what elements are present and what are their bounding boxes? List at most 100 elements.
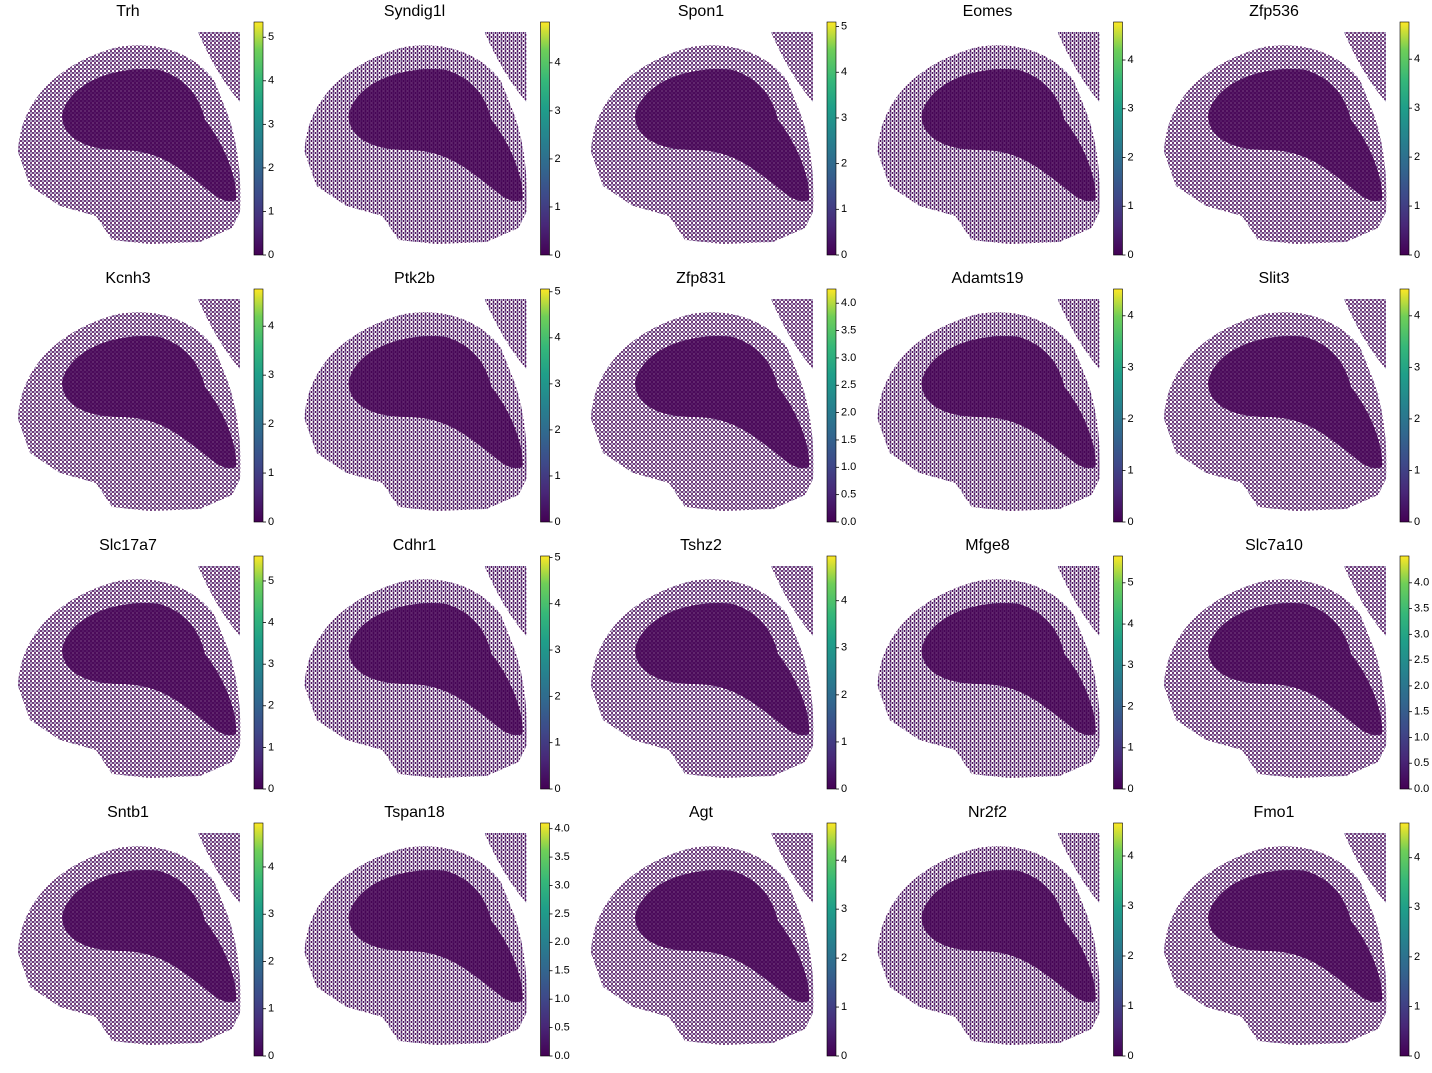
colorbar-tick-label: 2 — [1414, 413, 1420, 425]
colorbar-tick-label: 3.5 — [841, 324, 856, 336]
colorbar-tick-label: 2 — [1128, 151, 1134, 163]
colorbar-tick-label: 1.5 — [555, 965, 570, 977]
tissue-core — [635, 69, 810, 201]
colorbar-tick-label: 0 — [268, 1050, 274, 1062]
colorbar-tick-label: 3.5 — [1414, 602, 1429, 614]
colorbar-tick-label: 4 — [1128, 54, 1134, 66]
colorbar — [540, 822, 550, 1057]
tissue-corner — [1057, 299, 1100, 369]
colorbar-tick-label: 2 — [1128, 950, 1134, 962]
colorbar — [1113, 822, 1123, 1057]
panel-title: Slc17a7 — [99, 537, 157, 554]
colorbar-tick-label: 3 — [1128, 361, 1134, 373]
colorbar-tick-label: 0 — [1128, 516, 1134, 528]
colorbar-tick-label: 1 — [1414, 464, 1420, 476]
panel-title: Agt — [689, 804, 714, 821]
colorbar — [826, 21, 837, 256]
colorbar-tick-label: 0.0 — [1414, 783, 1429, 795]
panel-title: Adamts19 — [951, 270, 1023, 287]
panel: Spon1 0 1 2 3 4 5 — [591, 3, 847, 261]
tissue-corner — [1057, 566, 1100, 636]
colorbar-tick-label: 2 — [555, 424, 561, 436]
panel: Trh 0 1 2 3 4 5 — [18, 3, 274, 261]
colorbar — [826, 555, 837, 790]
tissue-corner — [771, 833, 813, 903]
tissue-core — [635, 870, 810, 1002]
tissue-core — [921, 69, 1096, 201]
colorbar-tick-label: 3 — [1414, 901, 1420, 913]
colorbar — [540, 288, 550, 523]
colorbar-tick-label: 4.0 — [841, 297, 856, 309]
colorbar-tick-label: 1 — [268, 741, 274, 753]
colorbar-tick-label: 2.5 — [1414, 654, 1429, 666]
tissue-corner — [198, 299, 240, 369]
colorbar-tick-label: 1.5 — [841, 434, 856, 446]
colorbar-tick-label: 2 — [268, 955, 274, 967]
panel: Slc7a10 0.0 0.5 1.0 1.5 2.0 2.5 3.0 3.5 4.0 — [1164, 537, 1429, 795]
colorbar — [253, 288, 264, 523]
colorbar-tick-label: 2.0 — [1414, 680, 1429, 692]
colorbar-tick-label: 0 — [841, 1050, 847, 1062]
colorbar-tick-label: 0 — [1414, 1050, 1420, 1062]
panel-title: Slit3 — [1258, 270, 1289, 287]
colorbar-tick-label: 0 — [1128, 783, 1134, 795]
colorbar-tick-label: 0 — [1128, 1050, 1134, 1062]
colorbar-tick-label: 2 — [555, 690, 561, 702]
colorbar-tick-label: 4 — [268, 861, 274, 873]
colorbar-tick-label: 3 — [268, 369, 274, 381]
colorbar-tick-label: 1 — [841, 736, 847, 748]
colorbar-tick-label: 3 — [1128, 659, 1134, 671]
panel: Tspan18 0.0 0.5 1.0 1.5 2.0 2.5 3.0 3.5 4.0 — [304, 804, 570, 1062]
colorbar-tick-label: 1 — [555, 737, 561, 749]
tissue-core — [635, 603, 810, 735]
tissue-corner — [1344, 299, 1386, 369]
colorbar-tick-label: 2 — [1128, 413, 1134, 425]
colorbar-tick-label: 4 — [841, 595, 847, 607]
colorbar-tick-label: 3 — [268, 908, 274, 920]
colorbar-tick-label: 0.5 — [841, 489, 856, 501]
colorbar-tick-label: 1.0 — [841, 461, 856, 473]
colorbar — [253, 555, 264, 790]
panel: Eomes 0 1 2 3 4 — [877, 3, 1134, 261]
tissue-corner — [771, 299, 813, 369]
colorbar-tick-label: 4 — [268, 320, 274, 332]
panel-title: Zfp831 — [676, 270, 726, 287]
colorbar-tick-label: 4 — [1414, 852, 1420, 864]
colorbar-tick-label: 1 — [268, 467, 274, 479]
tissue-corner — [198, 32, 240, 102]
colorbar-tick-label: 0 — [268, 516, 274, 528]
panel-title: Tshz2 — [680, 537, 722, 554]
colorbar-tick-label: 4 — [555, 598, 561, 610]
panel-title: Eomes — [963, 3, 1013, 20]
colorbar-tick-label: 3.5 — [555, 851, 570, 863]
tissue-corner — [484, 32, 527, 102]
colorbar-tick-label: 1 — [841, 1001, 847, 1013]
tissue-corner — [484, 833, 527, 903]
panel: Ptk2b 0 1 2 3 4 5 — [304, 270, 561, 528]
tissue-corner — [1344, 566, 1386, 636]
tissue-corner — [198, 833, 240, 903]
tissue-core — [348, 336, 523, 468]
panel-title: Nr2f2 — [968, 804, 1007, 821]
colorbar — [1113, 555, 1123, 790]
colorbar-tick-label: 1.0 — [1414, 731, 1429, 743]
colorbar — [1399, 555, 1410, 790]
colorbar — [540, 21, 550, 256]
colorbar-tick-label: 3 — [841, 112, 847, 124]
colorbar-tick-label: 3 — [841, 642, 847, 654]
colorbar-tick-label: 4.0 — [555, 823, 570, 835]
colorbar-tick-label: 0 — [841, 249, 847, 261]
colorbar-tick-label: 4 — [555, 57, 561, 69]
colorbar — [1399, 822, 1410, 1057]
colorbar-tick-label: 1 — [1414, 1000, 1420, 1012]
colorbar-tick-label: 1 — [1414, 200, 1420, 212]
colorbar-tick-label: 4 — [1128, 850, 1134, 862]
panel: Fmo1 0 1 2 3 4 — [1164, 804, 1420, 1062]
colorbar-tick-label: 4 — [841, 854, 847, 866]
colorbar-tick-label: 5 — [555, 551, 561, 563]
colorbar-tick-label: 1 — [555, 470, 561, 482]
colorbar-tick-label: 5 — [841, 20, 847, 32]
tissue-core — [921, 603, 1096, 735]
